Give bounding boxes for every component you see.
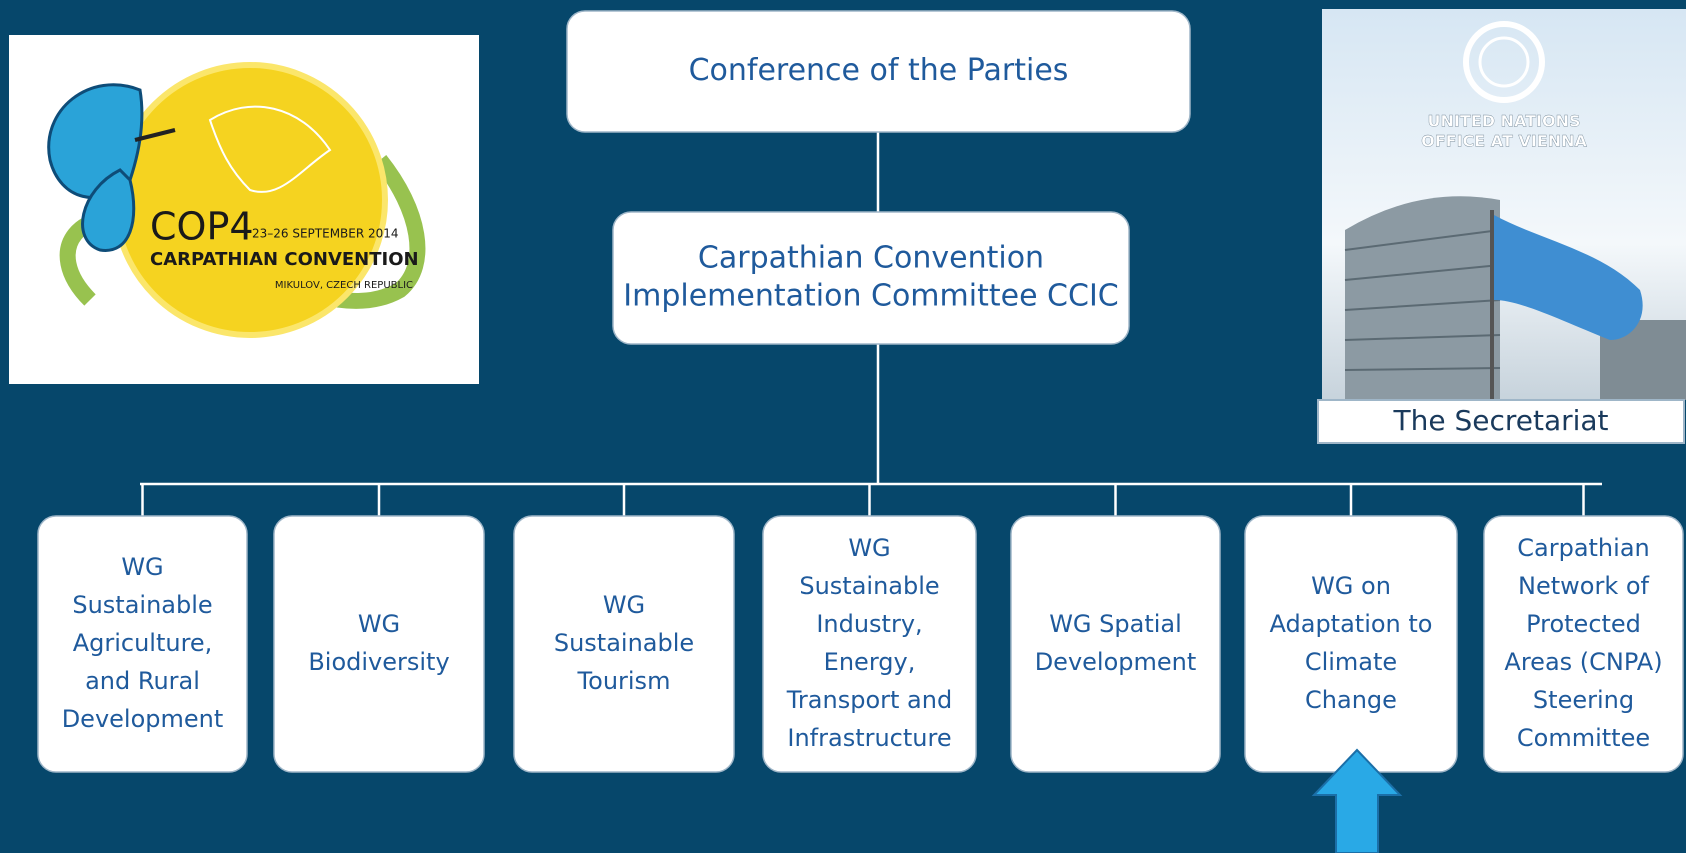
node-label: Carpathian xyxy=(1517,534,1649,562)
node-label: Sustainable xyxy=(72,591,212,619)
org-line: OFFICE AT VIENNA xyxy=(1421,132,1587,151)
node-label: Committee xyxy=(1517,724,1650,752)
node-label: Energy, xyxy=(824,648,916,676)
logo-event: COP4 xyxy=(150,205,254,249)
node-label: Tourism xyxy=(577,667,671,695)
node-label: WG xyxy=(603,591,645,619)
node-label: Carpathian Convention xyxy=(698,241,1044,276)
node-label: Conference of the Parties xyxy=(689,53,1069,88)
node-label: Development xyxy=(1035,648,1197,676)
logo-dates: 23–26 SEPTEMBER 2014 xyxy=(252,227,399,241)
node-label: WG on xyxy=(1311,572,1391,600)
secretariat-image: UNITED NATIONS OFFICE AT VIENNA The Secr… xyxy=(1318,9,1686,443)
org-chart: COP4 23–26 SEPTEMBER 2014 CARPATHIAN CON… xyxy=(0,0,1686,853)
node-label: Transport and xyxy=(786,686,952,714)
logo-place: MIKULOV, CZECH REPUBLIC xyxy=(275,280,413,291)
node-label: Implementation Committee CCIC xyxy=(623,279,1119,314)
org-line: UNITED NATIONS xyxy=(1428,112,1581,131)
node-label: WG xyxy=(358,610,400,638)
node-label: and Rural xyxy=(85,667,200,695)
node-label: WG xyxy=(121,553,163,581)
node-label: Adaptation to xyxy=(1270,610,1433,638)
node-label: WG Spatial xyxy=(1049,610,1182,638)
node-label: WG xyxy=(848,534,890,562)
node-label: Areas (CNPA) xyxy=(1504,648,1662,676)
node-label: Development xyxy=(62,705,224,733)
node-label: Protected xyxy=(1526,610,1641,638)
node-label: Network of xyxy=(1518,572,1650,600)
node-label: Climate xyxy=(1305,648,1397,676)
node-box xyxy=(274,516,484,772)
node-label: Sustainable xyxy=(554,629,694,657)
node-label: Industry, xyxy=(816,610,922,638)
node-box xyxy=(1245,516,1457,772)
node-label: Agriculture, xyxy=(73,629,213,657)
node-label: Change xyxy=(1305,686,1397,714)
node-label: Biodiversity xyxy=(308,648,449,676)
node-label: Steering xyxy=(1533,686,1634,714)
cop4-logo: COP4 23–26 SEPTEMBER 2014 CARPATHIAN CON… xyxy=(9,35,479,384)
secretariat-caption: The Secretariat xyxy=(1392,404,1608,437)
node-box xyxy=(1011,516,1220,772)
node-label: Sustainable xyxy=(799,572,939,600)
node-label: Infrastructure xyxy=(787,724,951,752)
logo-name: CARPATHIAN CONVENTION xyxy=(150,249,419,270)
